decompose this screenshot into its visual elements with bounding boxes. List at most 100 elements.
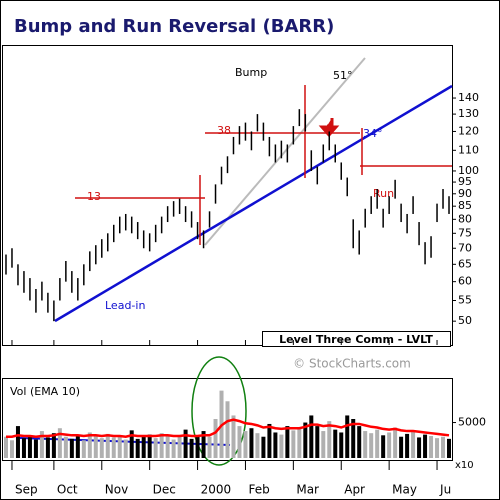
x-tick-label: Ju <box>439 483 451 497</box>
volume-bar <box>315 426 320 458</box>
volume-bar <box>177 436 182 458</box>
volume-bar <box>273 432 278 458</box>
volume-bar <box>165 436 170 458</box>
volume-bar <box>45 437 50 458</box>
volume-bar <box>117 435 122 458</box>
volume-bar <box>153 438 158 458</box>
x-tick-label: May <box>392 483 417 497</box>
x-tick-label: Nov <box>105 483 128 497</box>
volume-bar <box>381 435 386 458</box>
volume-highlight <box>191 356 247 466</box>
volume-bar <box>255 433 260 458</box>
y-tick-label: 100 <box>458 164 479 177</box>
volume-bar <box>195 435 200 458</box>
volume-bar <box>15 426 20 458</box>
volume-bar <box>351 419 356 458</box>
volume-bar <box>369 433 374 458</box>
x-tick-label: Feb <box>248 483 269 497</box>
volume-bar <box>87 432 92 458</box>
volume-bar <box>429 436 434 458</box>
symbol-box <box>262 331 451 347</box>
price-panel <box>2 45 453 346</box>
volume-bar <box>75 434 80 458</box>
volume-bar <box>3 436 8 458</box>
volume-bar <box>399 436 404 458</box>
volume-bar <box>123 439 128 458</box>
annotation: 34° <box>363 127 383 140</box>
volume-bar <box>27 435 32 458</box>
volume-bar <box>9 440 14 458</box>
volume-bar <box>291 430 296 458</box>
volume-bar <box>189 438 194 458</box>
volume-bar <box>279 434 284 458</box>
y-tick-label: 70 <box>458 241 472 254</box>
volume-bar <box>207 436 212 458</box>
volume-bar <box>237 426 242 458</box>
volume-bar <box>141 436 146 458</box>
volume-bar <box>57 428 62 458</box>
volume-bar <box>411 431 416 458</box>
arrow <box>318 118 340 138</box>
volume-bar <box>105 433 110 458</box>
leadin-trendline <box>54 84 453 323</box>
volume-bar <box>303 422 308 458</box>
volume-bar <box>435 438 440 458</box>
y-tick-label: 55 <box>458 294 472 307</box>
y-tick-label: 95 <box>458 175 472 188</box>
volume-bar <box>387 432 392 458</box>
y-tick-label: 75 <box>458 226 472 239</box>
volume-bar <box>285 426 290 458</box>
y-tick-label: 140 <box>458 91 479 104</box>
x-tick-label: Mar <box>296 483 319 497</box>
y-tick-label: 90 <box>458 187 472 200</box>
volume-bar <box>243 431 248 458</box>
volume-bar <box>447 438 452 458</box>
volume-bar <box>69 438 74 458</box>
source-label: © StockCharts.com <box>293 357 411 371</box>
annotation: Run <box>373 187 394 200</box>
volume-bar <box>249 428 254 458</box>
x-tick-label: Dec <box>153 483 176 497</box>
annotation: 13 <box>87 190 101 203</box>
y-tick-label: 120 <box>458 124 479 137</box>
volume-bar <box>213 419 218 458</box>
annotation: Bump <box>235 66 267 79</box>
volume-bar <box>327 421 332 458</box>
volume-bar <box>267 423 272 458</box>
volume-bar <box>33 439 38 458</box>
volume-bar <box>39 431 44 458</box>
y-tick-label: 80 <box>458 212 472 225</box>
ema-line <box>5 418 450 438</box>
x-tick-label: 2000 <box>201 483 232 497</box>
volume-bar <box>339 432 344 458</box>
y-tick-label: 50 <box>458 314 472 327</box>
volume-bar <box>147 434 152 458</box>
volume-bar <box>393 427 398 458</box>
chart-title: Bump and Run Reversal (BARR) <box>14 16 334 37</box>
volume-bar <box>201 431 206 458</box>
y-tick-label: 130 <box>458 107 479 120</box>
volume-bar <box>363 431 368 458</box>
volume-bar <box>405 433 410 458</box>
annotation: Lead-in <box>105 299 145 312</box>
volume-bar <box>333 429 338 458</box>
volume-bar <box>99 438 104 458</box>
y-tick-label: 110 <box>458 143 479 156</box>
volume-bar <box>63 436 68 458</box>
volume-bar <box>375 429 380 458</box>
volume-bar <box>129 430 134 458</box>
annotation: 51° <box>333 69 353 82</box>
annotation: 38 <box>217 124 231 137</box>
volume-panel <box>2 378 453 461</box>
volume-bar <box>357 426 362 458</box>
volume-bar <box>261 436 266 458</box>
volume-bar <box>345 415 350 458</box>
height-lines <box>75 85 452 245</box>
volume-bar <box>441 436 446 458</box>
volume-bar <box>231 415 236 458</box>
volume-bar <box>225 401 230 458</box>
y-tick-label: 5000 <box>458 416 486 429</box>
volume-bar <box>21 438 26 458</box>
volume-bar <box>51 433 56 458</box>
